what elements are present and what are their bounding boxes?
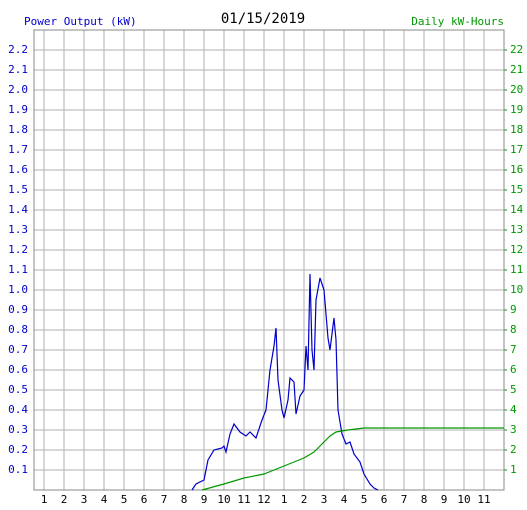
x-tick-label: 10 bbox=[457, 493, 470, 506]
y-tick-label: 0.5 bbox=[8, 383, 28, 396]
plot-frame bbox=[33, 29, 505, 491]
y2-tick-label: 6 bbox=[510, 363, 517, 376]
y-tick-label: 1.8 bbox=[8, 123, 28, 136]
y-tick-label: 1.1 bbox=[8, 263, 28, 276]
x-tick-label: 3 bbox=[321, 493, 328, 506]
x-tick-label: 8 bbox=[421, 493, 428, 506]
y2-tick-label: 19 bbox=[510, 103, 523, 116]
x-tick-label: 11 bbox=[477, 493, 490, 506]
x-tick-label: 5 bbox=[121, 493, 128, 506]
x-tick-label: 6 bbox=[141, 493, 148, 506]
y-tick-label: 1.2 bbox=[8, 243, 28, 256]
y2-tick-label: 8 bbox=[510, 323, 517, 336]
y-tick-label: 0.1 bbox=[8, 463, 28, 476]
y-tick-label: 0.4 bbox=[8, 403, 28, 416]
x-tick-label: 10 bbox=[217, 493, 230, 506]
y-tick-label: 0.7 bbox=[8, 343, 28, 356]
x-tick-label: 1 bbox=[41, 493, 48, 506]
y2-tick-label: 21 bbox=[510, 63, 523, 76]
x-tick-label: 8 bbox=[181, 493, 188, 506]
x-tick-label: 6 bbox=[381, 493, 388, 506]
x-tick-label: 2 bbox=[301, 493, 308, 506]
y2-tick-label: 22 bbox=[510, 43, 523, 56]
x-tick-label: 7 bbox=[401, 493, 408, 506]
y-tick-label: 1.5 bbox=[8, 183, 28, 196]
y2-tick-label: 4 bbox=[510, 403, 517, 416]
y-tick-label: 1.6 bbox=[8, 163, 28, 176]
y-axis-label: Power Output (kW) bbox=[24, 15, 137, 28]
y-tick-label: 2.2 bbox=[8, 43, 28, 56]
y-tick-label: 1.0 bbox=[8, 283, 28, 296]
y-tick-label: 2.1 bbox=[8, 63, 28, 76]
y-tick-label: 0.2 bbox=[8, 443, 28, 456]
y2-tick-label: 2 bbox=[510, 443, 517, 456]
y2-tick-label: 5 bbox=[510, 383, 517, 396]
y2-tick-label: 10 bbox=[510, 283, 523, 296]
x-tick-label: 11 bbox=[237, 493, 250, 506]
chart-title: 01/15/2019 bbox=[221, 11, 305, 27]
y-tick-label: 1.7 bbox=[8, 143, 28, 156]
x-tick-label: 4 bbox=[101, 493, 108, 506]
x-tick-label: 3 bbox=[81, 493, 88, 506]
x-tick-label: 2 bbox=[61, 493, 68, 506]
y2-tick-label: 18 bbox=[510, 123, 523, 136]
series-line bbox=[201, 427, 504, 491]
x-tick-label: 5 bbox=[361, 493, 368, 506]
y-tick-label: 0.6 bbox=[8, 363, 28, 376]
y2-axis-label: Daily kW-Hours bbox=[411, 15, 504, 28]
y2-tick-label: 7 bbox=[510, 343, 517, 356]
y2-tick-label: 1 bbox=[510, 463, 517, 476]
x-tick-label: 7 bbox=[161, 493, 168, 506]
y2-tick-label: 3 bbox=[510, 423, 517, 436]
y-tick-label: 0.3 bbox=[8, 423, 28, 436]
y-tick-label: 1.4 bbox=[8, 203, 28, 216]
y-tick-label: 1.3 bbox=[8, 223, 28, 236]
x-tick-label: 9 bbox=[441, 493, 448, 506]
y-tick-label: 0.8 bbox=[8, 323, 28, 336]
y2-tick-label: 14 bbox=[510, 203, 524, 216]
y2-tick-label: 13 bbox=[510, 223, 523, 236]
x-tick-label: 9 bbox=[201, 493, 208, 506]
x-tick-label: 4 bbox=[341, 493, 348, 506]
x-tick-label: 12 bbox=[257, 493, 270, 506]
y2-tick-label: 16 bbox=[510, 163, 523, 176]
y-tick-label: 2.0 bbox=[8, 83, 28, 96]
y2-tick-label: 9 bbox=[510, 303, 517, 316]
y-tick-label: 1.9 bbox=[8, 103, 28, 116]
x-tick-label: 1 bbox=[281, 493, 288, 506]
y2-tick-label: 12 bbox=[510, 243, 523, 256]
y2-tick-label: 15 bbox=[510, 183, 523, 196]
y2-tick-label: 11 bbox=[510, 263, 523, 276]
y2-tick-label: 20 bbox=[510, 83, 523, 96]
y-tick-label: 0.9 bbox=[8, 303, 28, 316]
y2-tick-label: 17 bbox=[510, 143, 523, 156]
series-line bbox=[191, 273, 379, 491]
